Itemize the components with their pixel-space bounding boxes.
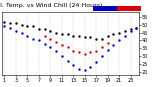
Point: [38, 40, 40, 41]
Point: [129, 30, 132, 32]
Point: [129, 29, 132, 30]
Point: [26, 26, 29, 27]
Point: [84, 37, 86, 38]
Point: [60, 44, 63, 46]
Point: [112, 33, 115, 35]
Point: [32, 38, 34, 39]
Point: [89, 37, 92, 38]
Point: [20, 24, 23, 25]
Point: [66, 33, 69, 35]
Point: [55, 32, 57, 33]
Point: [78, 35, 80, 36]
Point: [26, 35, 29, 36]
Point: [95, 50, 97, 51]
Point: [9, 22, 12, 24]
Point: [95, 38, 97, 39]
Point: [106, 49, 109, 50]
Point: [84, 53, 86, 54]
Point: [78, 51, 80, 53]
Point: [124, 35, 126, 36]
Point: [49, 30, 52, 32]
Point: [9, 27, 12, 29]
Point: [72, 50, 75, 51]
Point: [135, 27, 138, 29]
Point: [32, 26, 34, 27]
Point: [49, 46, 52, 47]
Point: [101, 47, 103, 48]
Point: [95, 62, 97, 63]
Point: [66, 60, 69, 61]
Point: [60, 33, 63, 35]
Point: [78, 68, 80, 69]
Point: [43, 29, 46, 30]
Point: [43, 43, 46, 44]
Point: [135, 27, 138, 29]
Text: Mil. Temp. vs Wind Chill (24 Hours): Mil. Temp. vs Wind Chill (24 Hours): [0, 3, 103, 8]
Bar: [117, 6, 141, 11]
Point: [60, 55, 63, 57]
Point: [43, 36, 46, 37]
Point: [72, 65, 75, 66]
Point: [89, 66, 92, 68]
Point: [124, 30, 126, 32]
Point: [89, 51, 92, 53]
Point: [49, 38, 52, 39]
Point: [118, 40, 120, 41]
Point: [101, 55, 103, 57]
Point: [20, 32, 23, 33]
Point: [106, 42, 109, 43]
Point: [72, 35, 75, 36]
Point: [101, 38, 103, 39]
Bar: [93, 6, 117, 11]
Point: [15, 22, 17, 24]
Point: [55, 41, 57, 43]
Point: [3, 26, 6, 27]
Point: [3, 21, 6, 22]
Point: [106, 35, 109, 36]
Point: [84, 69, 86, 71]
Point: [55, 51, 57, 52]
Point: [112, 44, 115, 46]
Point: [118, 32, 120, 33]
Point: [15, 30, 17, 32]
Point: [66, 47, 69, 48]
Point: [38, 29, 40, 30]
